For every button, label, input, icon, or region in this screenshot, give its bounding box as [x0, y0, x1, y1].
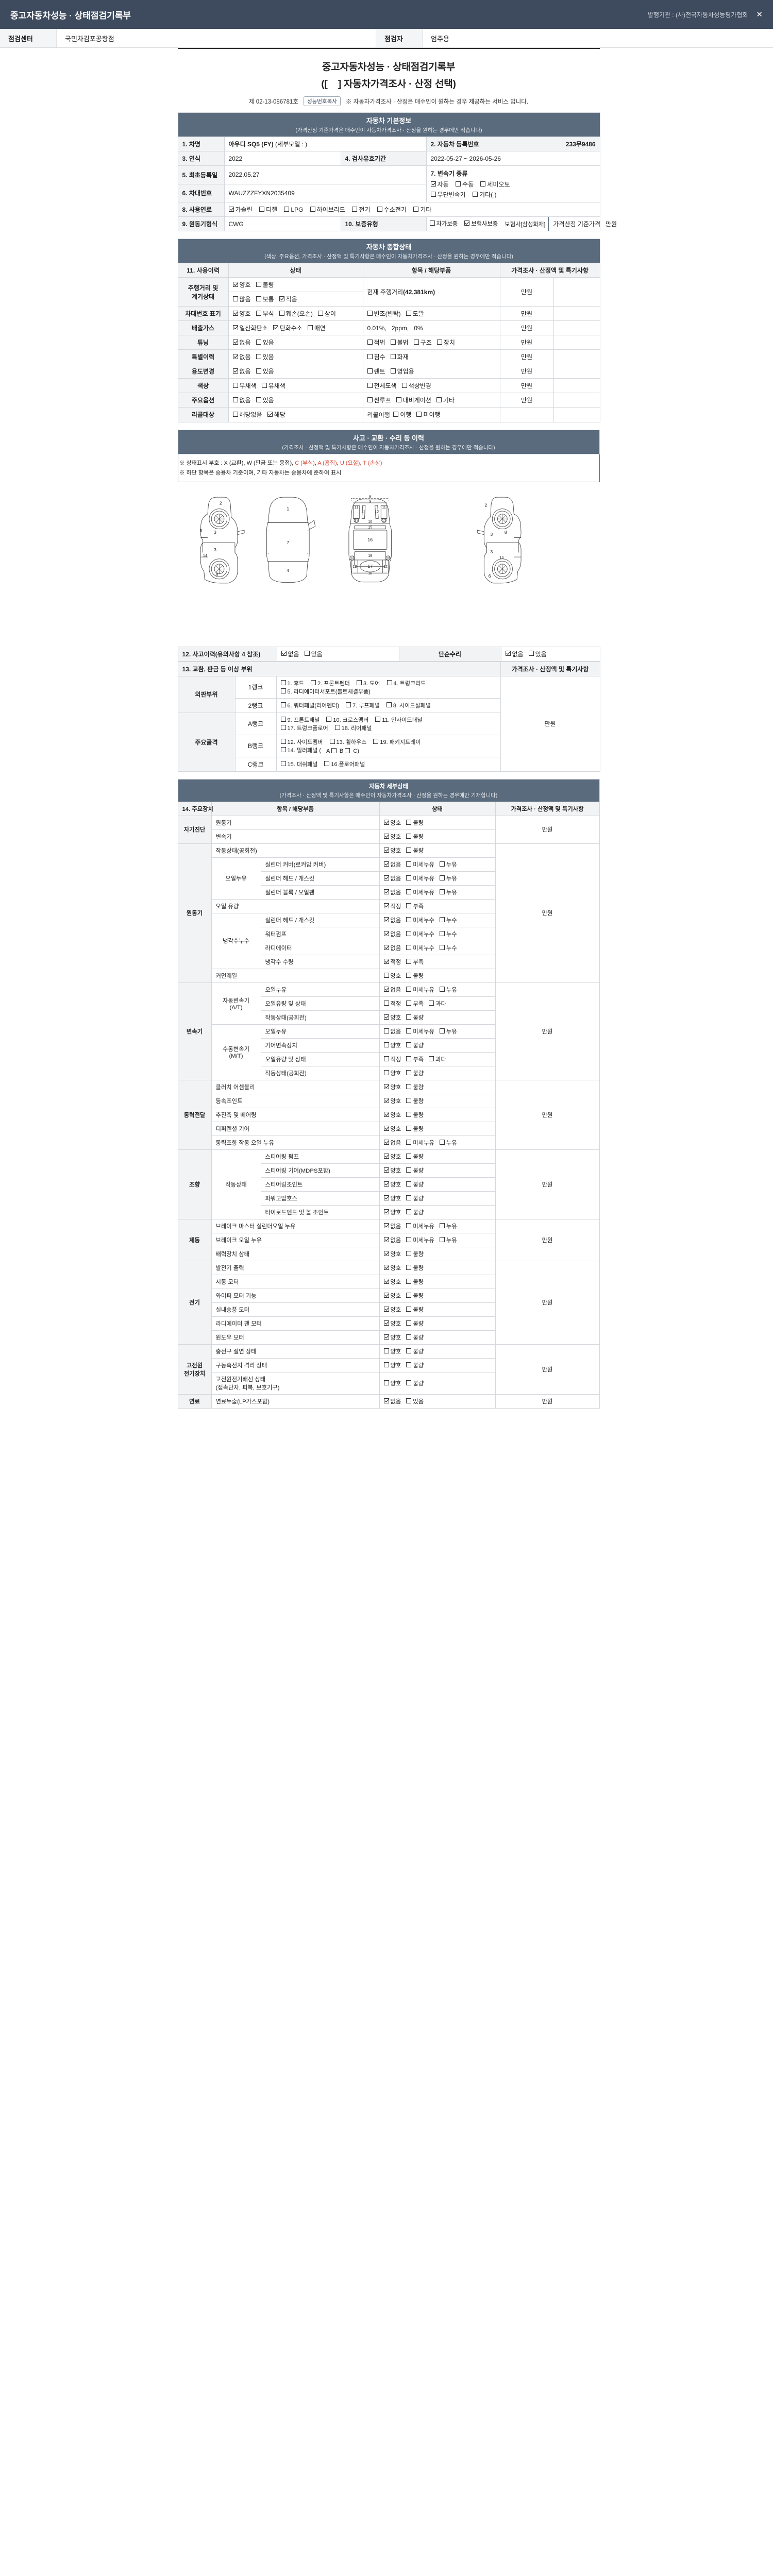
svg-text:10: 10	[368, 519, 372, 524]
svg-text:6: 6	[215, 571, 218, 577]
svg-text:11: 11	[354, 504, 358, 509]
svg-text:13: 13	[354, 518, 358, 522]
svg-text:8: 8	[504, 530, 507, 535]
svg-text:3: 3	[214, 530, 216, 535]
svg-text:15: 15	[368, 524, 372, 529]
svg-text:12: 12	[383, 564, 387, 569]
svg-text:9: 9	[369, 499, 371, 503]
svg-text:13: 13	[350, 555, 354, 560]
svg-text:13: 13	[386, 555, 390, 560]
svg-text:5: 5	[369, 494, 371, 499]
svg-text:3: 3	[490, 531, 493, 536]
svg-text:8: 8	[199, 528, 202, 533]
svg-text:16: 16	[367, 537, 373, 542]
svg-text:7: 7	[287, 539, 289, 545]
svg-text:3: 3	[490, 549, 493, 554]
svg-text:12: 12	[361, 509, 365, 514]
svg-text:12: 12	[375, 509, 379, 514]
svg-text:18: 18	[368, 571, 372, 575]
svg-text:6: 6	[488, 573, 491, 578]
svg-text:17: 17	[367, 564, 373, 569]
svg-text:14: 14	[499, 555, 503, 560]
svg-text:2: 2	[484, 502, 487, 507]
svg-text:4: 4	[287, 568, 289, 573]
svg-text:11: 11	[382, 504, 386, 509]
svg-text:14: 14	[203, 553, 207, 558]
svg-text:13: 13	[382, 518, 386, 522]
svg-text:1: 1	[287, 506, 289, 511]
svg-text:19: 19	[368, 553, 372, 558]
svg-text:3: 3	[214, 547, 216, 552]
svg-text:12: 12	[352, 564, 357, 569]
svg-text:2: 2	[219, 500, 222, 505]
